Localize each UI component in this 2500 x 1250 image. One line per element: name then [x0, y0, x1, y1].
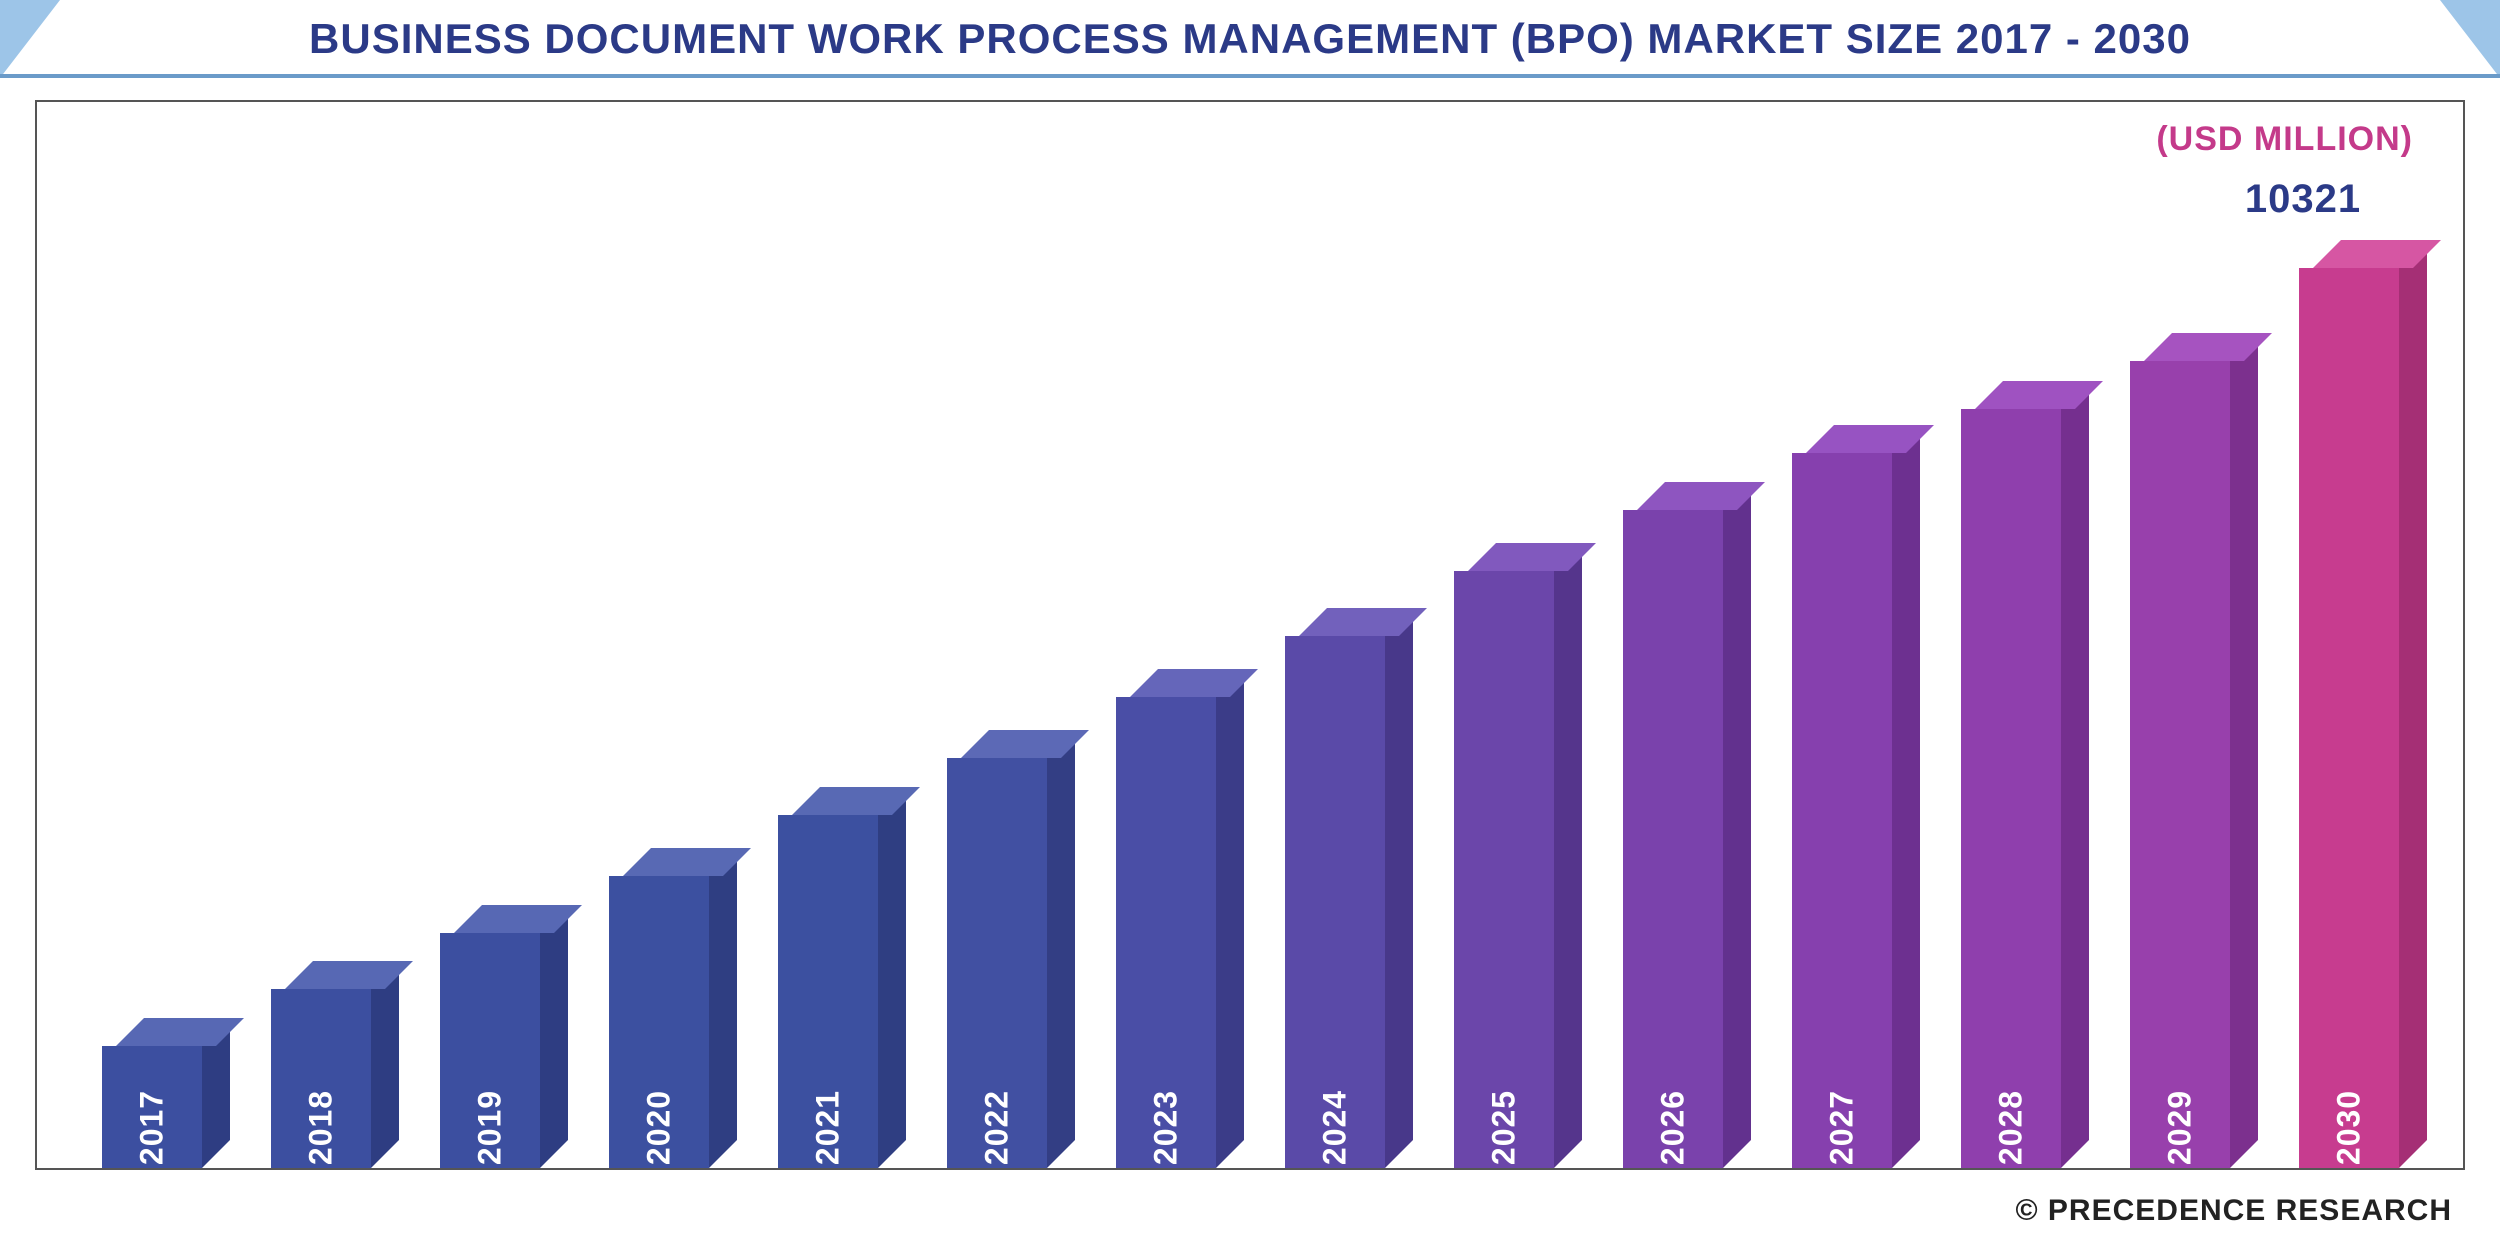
bar-2018: 2018 [251, 989, 391, 1168]
bar3d: 2017 [102, 1046, 202, 1168]
bar-side [2399, 240, 2427, 1168]
bar-year-label: 2026 [1654, 1090, 1691, 1165]
bar3d: 2021 [778, 815, 878, 1168]
bar-front [1792, 453, 1892, 1168]
bar-side [371, 961, 399, 1168]
bar-2020: 2020 [589, 876, 729, 1168]
bar3d: 2025 [1454, 571, 1554, 1168]
bar-front [2130, 361, 2230, 1168]
bar-2021: 2021 [758, 815, 898, 1168]
banner-underline [0, 74, 2500, 78]
bar-side [1554, 543, 1582, 1168]
bar-2019: 2019 [420, 933, 560, 1168]
bar-side [1216, 669, 1244, 1168]
banner-corner-right [2440, 0, 2500, 78]
bar-year-label: 2029 [2161, 1090, 2198, 1165]
bar-side [540, 905, 568, 1168]
bar-2022: 2022 [927, 758, 1067, 1168]
bar-side [1892, 425, 1920, 1168]
attribution-text: © PRECEDENCE RESEARCH [2015, 1194, 2452, 1228]
bar3d: 2030 [2299, 268, 2399, 1168]
bar-year-label: 2023 [1147, 1090, 1184, 1165]
bar3d: 2022 [947, 758, 1047, 1168]
bar3d: 2019 [440, 933, 540, 1168]
bar-side [878, 787, 906, 1168]
bar-side [1047, 730, 1075, 1168]
title-banner: BUSINESS DOCUMENT WORK PROCESS MANAGEMEN… [0, 0, 2500, 78]
bar-side [709, 848, 737, 1168]
bar-front [2299, 268, 2399, 1168]
bars-area: 2017 2018 2019 2020 2021 2022 2023 2024 2025 2026… [67, 102, 2433, 1168]
bar3d: 2023 [1116, 697, 1216, 1168]
bar3d: 2027 [1792, 453, 1892, 1168]
bar-year-label: 2018 [302, 1090, 339, 1165]
bar3d: 2018 [271, 989, 371, 1168]
bar3d: 2020 [609, 876, 709, 1168]
bar-2017: 2017 [82, 1046, 222, 1168]
bar-front [1454, 571, 1554, 1168]
bar-year-label: 2022 [978, 1090, 1015, 1165]
bar-2025: 2025 [1434, 571, 1574, 1168]
bar-2028: 2028 [1941, 409, 2081, 1168]
bar-year-label: 2024 [1316, 1090, 1353, 1165]
bar-year-label: 2028 [1992, 1090, 2029, 1165]
bar3d: 2028 [1961, 409, 2061, 1168]
bar-year-label: 2027 [1823, 1090, 1860, 1165]
bar-side [2061, 381, 2089, 1168]
bar-year-label: 2020 [640, 1090, 677, 1165]
bar-2029: 2029 [2110, 361, 2250, 1168]
bar-year-label: 2025 [1485, 1090, 1522, 1165]
bar-front [1961, 409, 2061, 1168]
bar-side [1723, 482, 1751, 1168]
bar-year-label: 2017 [133, 1090, 170, 1165]
bar-year-label: 2030 [2330, 1090, 2367, 1165]
bar3d: 2026 [1623, 510, 1723, 1168]
bar-front [1285, 636, 1385, 1168]
bar-front [1623, 510, 1723, 1168]
bar-year-label: 2019 [471, 1090, 508, 1165]
bar-2027: 2027 [1772, 453, 1912, 1168]
bar-year-label: 2021 [809, 1090, 846, 1165]
bar-side [1385, 608, 1413, 1168]
bar-2024: 2024 [1265, 636, 1405, 1168]
bar-2023: 2023 [1096, 697, 1236, 1168]
bar-2026: 2026 [1603, 510, 1743, 1168]
bar3d: 2024 [1285, 636, 1385, 1168]
banner-corner-left [0, 0, 60, 78]
chart-title: BUSINESS DOCUMENT WORK PROCESS MANAGEMEN… [309, 15, 2191, 63]
bar-side [2230, 333, 2258, 1168]
bar3d: 2029 [2130, 361, 2230, 1168]
chart-frame: (USD MILLION) 10321 20172018201920202021… [35, 100, 2465, 1170]
bar-2030: 2030 [2279, 268, 2419, 1168]
